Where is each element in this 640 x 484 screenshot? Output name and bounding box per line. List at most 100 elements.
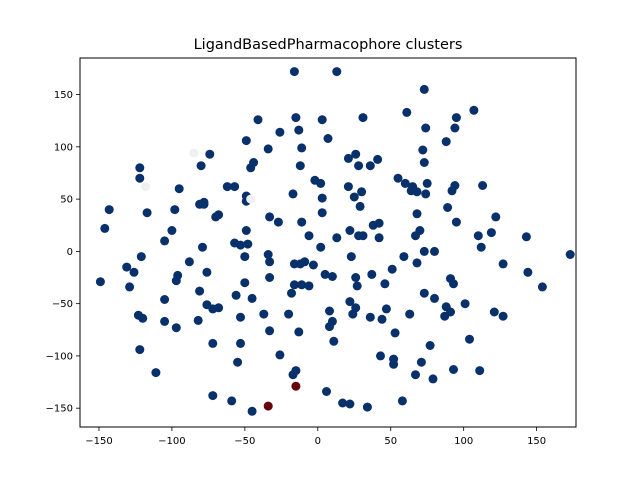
x-tick-label: 150 [527, 436, 546, 447]
scatter-point [135, 173, 145, 183]
y-tick-label: 150 [54, 90, 73, 101]
scatter-point [295, 161, 305, 171]
scatter-point [214, 210, 224, 220]
scatter-point [322, 387, 331, 396]
x-tick-label: 50 [384, 436, 397, 447]
scatter-point [498, 311, 508, 321]
scatter-point [447, 186, 457, 196]
scatter-point [241, 226, 251, 235]
y-tick-label: −50 [52, 299, 73, 310]
scatter-point [208, 391, 218, 401]
scatter-point [275, 350, 285, 360]
scatter-point [291, 381, 301, 391]
scatter-point [291, 113, 301, 123]
x-tick-label: 0 [315, 436, 321, 447]
scatter-point [294, 125, 304, 135]
scatter-point [174, 184, 184, 194]
scatter-point [358, 113, 368, 123]
scatter-point [449, 279, 458, 289]
scatter-point [247, 293, 257, 303]
scatter-point [476, 242, 486, 252]
scatter-point [400, 178, 410, 188]
scatter-point [357, 187, 367, 197]
scatter-point [141, 182, 151, 192]
scatter-point [345, 226, 355, 235]
y-axis: −150 −100 −50 0 50 100 150 [46, 90, 80, 415]
scatter-point [253, 115, 263, 125]
scatter-point [273, 217, 283, 227]
scatter-point [365, 161, 375, 171]
y-tick-label: −100 [46, 351, 73, 362]
scatter-point [199, 197, 209, 207]
scatter-point [304, 231, 314, 241]
scatter-point [297, 217, 307, 227]
scatter-point [171, 323, 181, 333]
scatter-point [367, 269, 377, 279]
scatter-point [419, 84, 429, 94]
scatter-point [295, 259, 305, 269]
scatter-point [142, 208, 152, 218]
scatter-point [565, 250, 575, 259]
scatter-point [297, 143, 307, 153]
scatter-point [122, 262, 132, 272]
scatter-point [320, 269, 330, 279]
scatter-point [265, 257, 275, 267]
scatter-point [259, 309, 269, 319]
scatter-point [373, 154, 383, 164]
scatter-point [317, 208, 327, 218]
scatter-point [450, 123, 460, 133]
x-tick-label: 100 [454, 436, 473, 447]
y-tick-label: 50 [60, 195, 73, 206]
scatter-point [222, 182, 232, 192]
scatter-point [412, 187, 422, 197]
scatter-point [208, 304, 218, 314]
scatter-point [422, 178, 432, 188]
scatter-point [289, 67, 299, 77]
scatter-point [231, 290, 241, 300]
scatter-point [352, 281, 362, 291]
scatter-point [95, 277, 105, 287]
scatter-point [167, 226, 177, 235]
scatter-point [465, 334, 474, 344]
scatter-point [288, 370, 298, 380]
scatter-point [425, 341, 435, 350]
scatter-point [160, 295, 170, 304]
scatter-point [246, 194, 256, 204]
scatter-point [329, 336, 339, 346]
scatter-point [355, 201, 365, 211]
scatter-point [304, 281, 314, 291]
scatter-point [205, 149, 215, 159]
scatter-point [317, 193, 327, 203]
scatter-point [469, 105, 479, 115]
scatter-point [338, 398, 348, 408]
scatter-point [486, 228, 496, 238]
scatter-point [537, 282, 547, 292]
scatter-point [325, 322, 334, 332]
scatter-point [343, 182, 353, 192]
scatter-point [345, 297, 355, 307]
scatter-point [374, 218, 384, 228]
scatter-point [362, 402, 372, 412]
scatter-point [419, 158, 429, 167]
scatter-point [521, 232, 531, 242]
scatter-point [160, 236, 170, 246]
scatter-point [136, 252, 146, 262]
scatter-point [430, 293, 439, 303]
scatter-point [376, 351, 385, 361]
scatter-point [236, 338, 245, 348]
scatter-point [402, 107, 412, 117]
scatter-point [243, 239, 253, 249]
scatter-point [349, 192, 359, 202]
scatter-point [189, 148, 199, 158]
scatter-point [104, 205, 114, 215]
scatter-point [275, 127, 285, 137]
scatter-point [343, 153, 353, 163]
scatter-point [100, 223, 110, 233]
scatter-point [184, 257, 194, 267]
scatter-point [358, 231, 368, 241]
scatter-point [129, 267, 139, 277]
y-tick-label: 100 [54, 142, 73, 153]
scatter-point [405, 309, 415, 319]
scatter-point [265, 273, 275, 282]
scatter-point [387, 264, 397, 274]
